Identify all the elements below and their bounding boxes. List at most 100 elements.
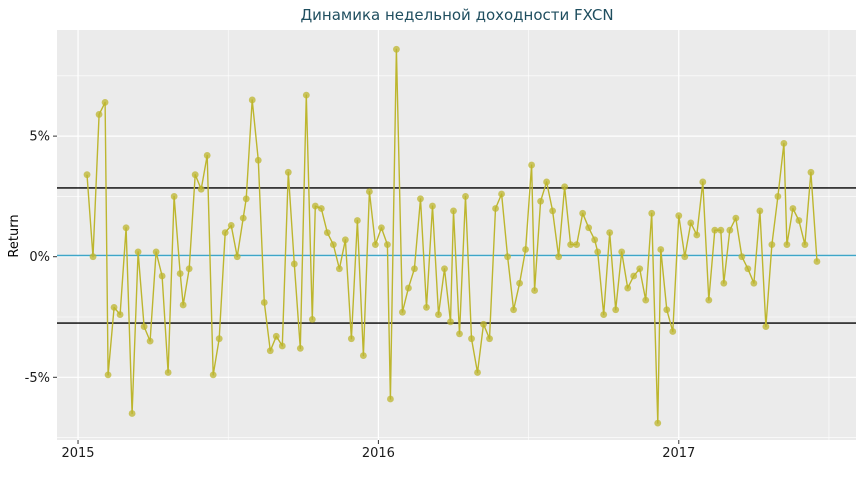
data-point (284, 168, 292, 176)
data-point (579, 209, 587, 217)
data-point (371, 241, 379, 249)
data-point (140, 323, 148, 331)
data-point (378, 224, 385, 232)
data-point (606, 229, 614, 236)
data-point (474, 369, 481, 376)
data-point (630, 272, 638, 280)
data-point (384, 241, 391, 249)
data-point (227, 221, 235, 229)
data-point (756, 207, 764, 215)
chart-title: Динамика недельной доходности FXCN (300, 6, 613, 24)
data-point (164, 369, 172, 376)
data-point (522, 246, 529, 253)
data-point (663, 306, 671, 314)
data-point (699, 178, 707, 186)
data-point (537, 197, 545, 205)
data-point (567, 241, 575, 249)
data-point (248, 96, 256, 104)
data-point (657, 246, 665, 253)
data-point (353, 217, 361, 224)
data-point (203, 152, 211, 159)
data-point (185, 265, 193, 273)
data-point (555, 253, 563, 261)
data-point (705, 296, 713, 304)
data-point (254, 156, 262, 164)
data-point (101, 98, 109, 106)
data-point (675, 212, 683, 220)
data-point (780, 139, 788, 147)
data-point (335, 265, 343, 273)
data-point (341, 236, 349, 244)
data-point (612, 306, 620, 314)
data-point (447, 318, 454, 326)
data-point (266, 347, 274, 355)
data-point (636, 265, 644, 273)
data-point (738, 253, 746, 261)
data-point (311, 202, 319, 210)
data-point (720, 279, 728, 287)
data-point (197, 185, 205, 193)
data-point (504, 253, 511, 261)
data-point (128, 410, 136, 417)
data-point (423, 303, 430, 311)
data-point (744, 265, 752, 273)
data-point (486, 335, 493, 343)
data-point (681, 253, 689, 261)
data-point (405, 284, 412, 292)
data-points (83, 45, 821, 427)
data-point (624, 284, 632, 292)
data-point (296, 344, 304, 352)
data-point (104, 371, 112, 379)
data-point (387, 395, 394, 403)
data-point (585, 224, 593, 232)
data-point (726, 226, 734, 234)
data-point (591, 236, 599, 244)
data-point (531, 287, 538, 294)
data-point (768, 241, 776, 249)
data-point (221, 229, 229, 236)
y-tick-label: -5% (25, 371, 50, 386)
data-point (468, 335, 475, 343)
data-point (308, 316, 316, 323)
data-point (435, 311, 442, 318)
data-point (417, 195, 424, 203)
data-point (762, 323, 770, 331)
data-point (549, 207, 557, 215)
data-point (347, 335, 355, 343)
data-point (510, 306, 517, 314)
data-point (158, 272, 166, 280)
data-point (618, 248, 626, 256)
x-axis: 2015 2016 2017 (61, 440, 695, 461)
data-point (450, 207, 457, 215)
y-tick-label: 0% (29, 250, 50, 265)
data-point (272, 332, 280, 340)
data-point (242, 195, 250, 203)
data-point (498, 190, 505, 198)
data-point (209, 371, 217, 379)
data-point (600, 311, 608, 318)
data-point (317, 205, 325, 212)
plot-panel (57, 30, 856, 440)
data-point (122, 224, 130, 232)
data-point (134, 248, 142, 256)
data-point (462, 193, 469, 200)
data-point (95, 111, 103, 118)
data-point (429, 202, 436, 210)
x-tick-label: 2016 (362, 446, 395, 461)
data-point (233, 253, 241, 261)
data-point (807, 168, 815, 176)
data-point (516, 279, 523, 287)
data-point (146, 337, 154, 345)
data-point (687, 219, 695, 227)
minor-gridlines (57, 30, 856, 440)
data-point (441, 265, 448, 273)
y-axis: -5% 0% 5% (25, 130, 57, 386)
data-point (239, 214, 247, 222)
x-tick-label: 2015 (61, 446, 94, 461)
data-point (152, 248, 160, 256)
data-point (399, 308, 406, 316)
data-point (179, 301, 187, 309)
data-point (648, 209, 656, 217)
x-tick-label: 2017 (662, 446, 695, 461)
